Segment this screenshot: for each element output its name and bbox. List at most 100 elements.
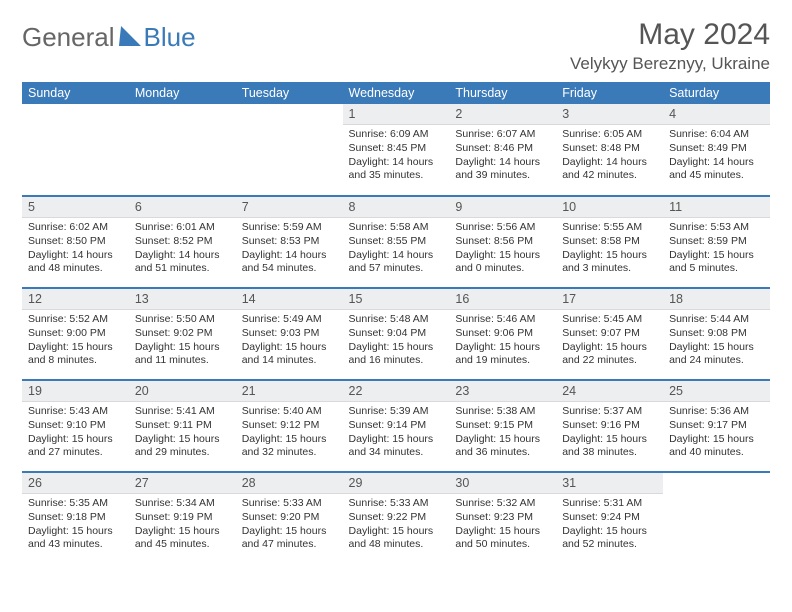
calendar-day-cell: 27Sunrise: 5:34 AMSunset: 9:19 PMDayligh… (129, 472, 236, 564)
day-number: 11 (663, 197, 770, 218)
day-details: Sunrise: 6:02 AMSunset: 8:50 PMDaylight:… (22, 218, 129, 280)
calendar-day-cell: 20Sunrise: 5:41 AMSunset: 9:11 PMDayligh… (129, 380, 236, 472)
day-number: 14 (236, 289, 343, 310)
calendar-day-cell: 22Sunrise: 5:39 AMSunset: 9:14 PMDayligh… (343, 380, 450, 472)
page-title: May 2024 (570, 18, 770, 52)
calendar-day-cell: 25Sunrise: 5:36 AMSunset: 9:17 PMDayligh… (663, 380, 770, 472)
day-number: 5 (22, 197, 129, 218)
weekday-header-row: SundayMondayTuesdayWednesdayThursdayFrid… (22, 82, 770, 104)
calendar-day-cell: 3Sunrise: 6:05 AMSunset: 8:48 PMDaylight… (556, 104, 663, 196)
calendar-day-cell: 26Sunrise: 5:35 AMSunset: 9:18 PMDayligh… (22, 472, 129, 564)
day-details: Sunrise: 5:48 AMSunset: 9:04 PMDaylight:… (343, 310, 450, 372)
day-details: Sunrise: 5:40 AMSunset: 9:12 PMDaylight:… (236, 402, 343, 464)
calendar-day-cell: 16Sunrise: 5:46 AMSunset: 9:06 PMDayligh… (449, 288, 556, 380)
day-details: Sunrise: 5:38 AMSunset: 9:15 PMDaylight:… (449, 402, 556, 464)
calendar-week-row: 1Sunrise: 6:09 AMSunset: 8:45 PMDaylight… (22, 104, 770, 196)
calendar-day-cell: 17Sunrise: 5:45 AMSunset: 9:07 PMDayligh… (556, 288, 663, 380)
calendar-day-cell: 10Sunrise: 5:55 AMSunset: 8:58 PMDayligh… (556, 196, 663, 288)
calendar-day-cell: 31Sunrise: 5:31 AMSunset: 9:24 PMDayligh… (556, 472, 663, 564)
calendar-day-cell: 11Sunrise: 5:53 AMSunset: 8:59 PMDayligh… (663, 196, 770, 288)
day-details: Sunrise: 5:56 AMSunset: 8:56 PMDaylight:… (449, 218, 556, 280)
day-details: Sunrise: 5:53 AMSunset: 8:59 PMDaylight:… (663, 218, 770, 280)
calendar-day-cell: 7Sunrise: 5:59 AMSunset: 8:53 PMDaylight… (236, 196, 343, 288)
day-number: 23 (449, 381, 556, 402)
day-number: 30 (449, 473, 556, 494)
day-number: 19 (22, 381, 129, 402)
day-details: Sunrise: 6:09 AMSunset: 8:45 PMDaylight:… (343, 125, 450, 187)
header-area: General Blue May 2024 Velykyy Bereznyy, … (22, 18, 770, 74)
day-number: 20 (129, 381, 236, 402)
calendar-day-cell: 30Sunrise: 5:32 AMSunset: 9:23 PMDayligh… (449, 472, 556, 564)
day-details: Sunrise: 5:45 AMSunset: 9:07 PMDaylight:… (556, 310, 663, 372)
day-number: 13 (129, 289, 236, 310)
calendar-day-cell: 4Sunrise: 6:04 AMSunset: 8:49 PMDaylight… (663, 104, 770, 196)
day-details: Sunrise: 5:33 AMSunset: 9:22 PMDaylight:… (343, 494, 450, 556)
day-number: 10 (556, 197, 663, 218)
calendar-table: SundayMondayTuesdayWednesdayThursdayFrid… (22, 82, 770, 564)
calendar-day-cell: 15Sunrise: 5:48 AMSunset: 9:04 PMDayligh… (343, 288, 450, 380)
day-number: 8 (343, 197, 450, 218)
day-number: 22 (343, 381, 450, 402)
day-number: 28 (236, 473, 343, 494)
day-number: 26 (22, 473, 129, 494)
day-details: Sunrise: 5:52 AMSunset: 9:00 PMDaylight:… (22, 310, 129, 372)
calendar-day-cell: 19Sunrise: 5:43 AMSunset: 9:10 PMDayligh… (22, 380, 129, 472)
day-number: 31 (556, 473, 663, 494)
weekday-header: Friday (556, 82, 663, 104)
calendar-day-cell (22, 104, 129, 196)
day-details: Sunrise: 5:37 AMSunset: 9:16 PMDaylight:… (556, 402, 663, 464)
logo-text-blue: Blue (144, 22, 196, 53)
day-number: 29 (343, 473, 450, 494)
day-details: Sunrise: 5:44 AMSunset: 9:08 PMDaylight:… (663, 310, 770, 372)
day-number: 12 (22, 289, 129, 310)
calendar-week-row: 12Sunrise: 5:52 AMSunset: 9:00 PMDayligh… (22, 288, 770, 380)
day-number: 9 (449, 197, 556, 218)
calendar-week-row: 19Sunrise: 5:43 AMSunset: 9:10 PMDayligh… (22, 380, 770, 472)
day-details: Sunrise: 5:36 AMSunset: 9:17 PMDaylight:… (663, 402, 770, 464)
day-number: 4 (663, 104, 770, 125)
day-details: Sunrise: 5:43 AMSunset: 9:10 PMDaylight:… (22, 402, 129, 464)
calendar-week-row: 5Sunrise: 6:02 AMSunset: 8:50 PMDaylight… (22, 196, 770, 288)
weekday-header: Monday (129, 82, 236, 104)
calendar-day-cell: 24Sunrise: 5:37 AMSunset: 9:16 PMDayligh… (556, 380, 663, 472)
sail-icon (118, 26, 142, 46)
calendar-day-cell: 8Sunrise: 5:58 AMSunset: 8:55 PMDaylight… (343, 196, 450, 288)
day-details: Sunrise: 5:35 AMSunset: 9:18 PMDaylight:… (22, 494, 129, 556)
day-number: 21 (236, 381, 343, 402)
day-details: Sunrise: 5:31 AMSunset: 9:24 PMDaylight:… (556, 494, 663, 556)
calendar-day-cell: 13Sunrise: 5:50 AMSunset: 9:02 PMDayligh… (129, 288, 236, 380)
title-block: May 2024 Velykyy Bereznyy, Ukraine (570, 18, 770, 74)
calendar-day-cell: 9Sunrise: 5:56 AMSunset: 8:56 PMDaylight… (449, 196, 556, 288)
day-number: 25 (663, 381, 770, 402)
location-subtitle: Velykyy Bereznyy, Ukraine (570, 54, 770, 74)
day-details: Sunrise: 5:34 AMSunset: 9:19 PMDaylight:… (129, 494, 236, 556)
weekday-header: Wednesday (343, 82, 450, 104)
calendar-day-cell: 21Sunrise: 5:40 AMSunset: 9:12 PMDayligh… (236, 380, 343, 472)
day-details: Sunrise: 5:33 AMSunset: 9:20 PMDaylight:… (236, 494, 343, 556)
weekday-header: Saturday (663, 82, 770, 104)
calendar-day-cell: 12Sunrise: 5:52 AMSunset: 9:00 PMDayligh… (22, 288, 129, 380)
day-details: Sunrise: 5:50 AMSunset: 9:02 PMDaylight:… (129, 310, 236, 372)
calendar-day-cell: 29Sunrise: 5:33 AMSunset: 9:22 PMDayligh… (343, 472, 450, 564)
weekday-header: Thursday (449, 82, 556, 104)
day-details: Sunrise: 5:49 AMSunset: 9:03 PMDaylight:… (236, 310, 343, 372)
calendar-day-cell: 14Sunrise: 5:49 AMSunset: 9:03 PMDayligh… (236, 288, 343, 380)
calendar-day-cell: 2Sunrise: 6:07 AMSunset: 8:46 PMDaylight… (449, 104, 556, 196)
calendar-week-row: 26Sunrise: 5:35 AMSunset: 9:18 PMDayligh… (22, 472, 770, 564)
calendar-day-cell: 23Sunrise: 5:38 AMSunset: 9:15 PMDayligh… (449, 380, 556, 472)
day-number: 24 (556, 381, 663, 402)
day-details: Sunrise: 6:05 AMSunset: 8:48 PMDaylight:… (556, 125, 663, 187)
day-number: 2 (449, 104, 556, 125)
day-number: 7 (236, 197, 343, 218)
day-details: Sunrise: 5:41 AMSunset: 9:11 PMDaylight:… (129, 402, 236, 464)
day-details: Sunrise: 6:04 AMSunset: 8:49 PMDaylight:… (663, 125, 770, 187)
day-number: 15 (343, 289, 450, 310)
day-number: 18 (663, 289, 770, 310)
day-number: 6 (129, 197, 236, 218)
day-details: Sunrise: 6:07 AMSunset: 8:46 PMDaylight:… (449, 125, 556, 187)
day-details: Sunrise: 6:01 AMSunset: 8:52 PMDaylight:… (129, 218, 236, 280)
day-number: 27 (129, 473, 236, 494)
day-details: Sunrise: 5:39 AMSunset: 9:14 PMDaylight:… (343, 402, 450, 464)
day-number: 16 (449, 289, 556, 310)
logo-text-general: General (22, 22, 115, 53)
